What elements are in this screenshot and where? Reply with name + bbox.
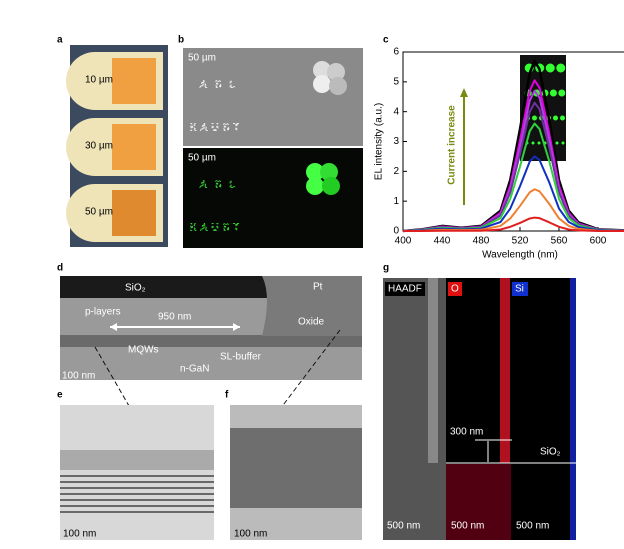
y-tick-label: 4 — [393, 106, 399, 117]
device — [66, 52, 163, 242]
annotation: SL-buffer — [220, 352, 262, 363]
label-box — [512, 282, 528, 296]
panel-label: b — [178, 35, 184, 46]
annotation: SiO₂ — [540, 447, 561, 458]
annotation: Current increase — [447, 105, 458, 185]
layer — [428, 278, 438, 463]
y-tick-label: 2 — [393, 166, 399, 177]
oxygen-map — [446, 464, 511, 540]
arrowhead — [460, 88, 468, 97]
oxide-region — [262, 276, 362, 336]
x-tick-label: 440 — [434, 236, 451, 247]
label-box — [385, 282, 425, 296]
scale-label: 100 nm — [63, 529, 96, 540]
x-tick-label: 600 — [590, 236, 607, 247]
scale-label: 10 µm — [85, 75, 113, 86]
pattern-text: ASL — [200, 80, 243, 91]
scale-label: 500 nm — [516, 521, 549, 532]
y-axis-label: EL intensity (a.u.) — [374, 103, 385, 180]
inset-dot — [537, 141, 541, 145]
spectrum — [403, 216, 624, 232]
silicon-map — [570, 278, 576, 540]
plot-area — [402, 51, 624, 232]
annotation: n-GaN — [180, 364, 209, 375]
scale-label: 50 µm — [85, 207, 113, 218]
x-tick-label: 560 — [551, 236, 568, 247]
inset-dot — [545, 63, 555, 73]
panel-label: f — [225, 390, 229, 401]
inset-dot — [531, 141, 535, 145]
x-tick-label: 520 — [512, 236, 529, 247]
panel-label: g — [383, 263, 389, 274]
panel-label: e — [57, 390, 63, 401]
oxygen-map — [500, 278, 510, 463]
map-label: O — [451, 284, 459, 295]
tem-image — [60, 405, 214, 540]
x-tick-label: 480 — [473, 236, 490, 247]
scale-label: 100 nm — [62, 371, 95, 382]
chart: 0123456400440480520560600640Wavelength (… — [374, 47, 624, 261]
annotation: 300 nm — [450, 427, 483, 438]
annotation: SiO₂ — [125, 283, 146, 294]
layer — [60, 450, 214, 470]
y-tick-label: 3 — [393, 136, 399, 147]
map-label: Si — [515, 284, 524, 295]
scale-label: 500 nm — [451, 521, 484, 532]
panel-label: c — [383, 35, 389, 46]
map-label: HAADF — [388, 284, 422, 295]
inset-dot — [561, 141, 565, 145]
inset-dot — [549, 89, 557, 97]
spectrum — [402, 79, 624, 232]
inset-dot — [560, 115, 565, 121]
scale-label: 500 nm — [387, 521, 420, 532]
scale-label: 50 µm — [188, 53, 216, 64]
y-tick-label: 1 — [393, 196, 399, 207]
inset-dot — [556, 63, 566, 73]
pattern-text: KAUST — [190, 223, 243, 234]
pattern-text: KAUST — [190, 123, 243, 134]
flower — [306, 61, 347, 195]
inset-dot — [558, 89, 566, 97]
inset-dot — [532, 115, 537, 121]
inset-dot — [553, 115, 558, 121]
annotation: 950 nm — [158, 312, 191, 323]
layer — [60, 335, 362, 347]
panel-label: d — [57, 263, 63, 274]
scale-label: 50 µm — [188, 153, 216, 164]
x-axis-label: Wavelength (nm) — [482, 250, 558, 261]
oxide-region — [230, 428, 362, 508]
annotation: MQWs — [128, 345, 159, 356]
label-box — [448, 282, 462, 296]
spectrum — [402, 59, 624, 233]
scale-label: 30 µm — [85, 141, 113, 152]
inset-dot — [555, 141, 559, 145]
quantum-wells — [60, 475, 214, 513]
annotation: Oxide — [298, 317, 325, 328]
y-tick-label: 5 — [393, 76, 399, 87]
y-tick-label: 6 — [393, 47, 399, 58]
y-tick-label: 0 — [393, 226, 399, 237]
scale-label: 100 nm — [234, 529, 267, 540]
annotation: p-layers — [85, 307, 121, 318]
x-tick-label: 400 — [395, 236, 412, 247]
annotation: Pt — [313, 282, 323, 293]
panel-label: a — [57, 35, 63, 46]
pattern-text: ASL — [200, 180, 243, 191]
